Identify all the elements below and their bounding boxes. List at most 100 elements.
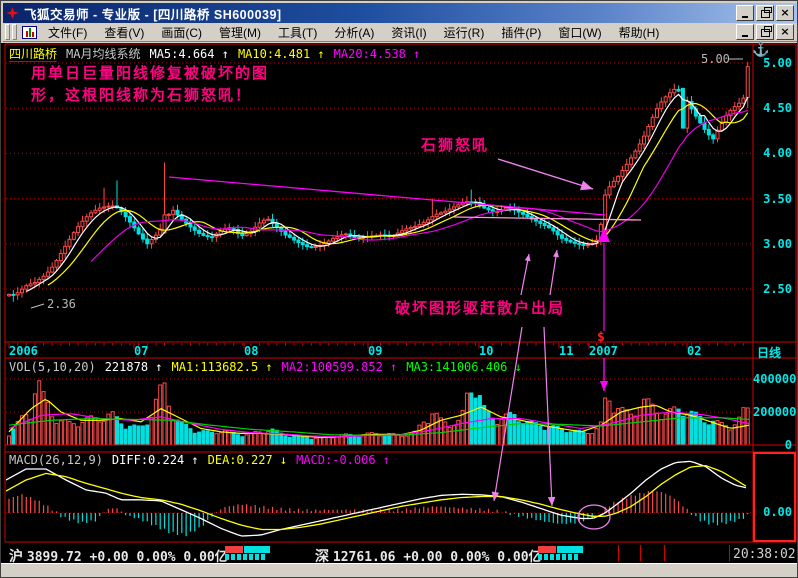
child-close-button[interactable]: × xyxy=(776,24,794,40)
menu-item-4[interactable]: 工具(T) xyxy=(278,25,318,40)
menu-item-8[interactable]: 插件(P) xyxy=(501,25,542,40)
header-segment: DEA:0.227 ↓ xyxy=(207,453,288,467)
menu-item-2[interactable]: 画面(C) xyxy=(161,25,202,40)
volume-tick-label: 200000 xyxy=(753,405,797,419)
price-low-tag: 2.36 xyxy=(47,297,76,311)
time-tick-label: 09 xyxy=(368,344,383,358)
annotation-note-destroy: 破坏图形驱赶散户出局 xyxy=(395,300,566,317)
signal-dollar-mark: $ xyxy=(597,330,605,345)
status-time: 20:38:02 xyxy=(733,547,796,562)
statusbar-separator xyxy=(729,545,730,561)
time-tick-label: 02 xyxy=(687,344,702,358)
time-tick-label: 07 xyxy=(134,344,149,358)
price-high-tag: 5.00 xyxy=(701,52,730,66)
price-pane-header: 四川路桥 MA月均线系统 MA5:4.664 ↑ MA10:4.481 ↑ MA20:4… xyxy=(9,45,429,62)
restore-button[interactable] xyxy=(756,5,774,21)
destroy-arrow-up-2 xyxy=(549,249,558,296)
toolbar-grip[interactable] xyxy=(5,24,10,40)
statusbar-separator xyxy=(618,545,619,561)
volume-tick-label: 0 xyxy=(784,438,792,452)
price-tick-label: 3.50 xyxy=(763,191,792,206)
signal-up-triangle xyxy=(598,228,610,242)
app-logo-icon xyxy=(6,7,19,19)
document-chart-icon xyxy=(22,25,37,39)
menu-item-1[interactable]: 查看(V) xyxy=(104,25,145,40)
volume-layer xyxy=(7,380,750,445)
header-segment: MA1:113682.5 ↑ xyxy=(171,360,273,374)
pane-borders xyxy=(4,43,797,543)
header-segment: MA月均线系统 xyxy=(66,47,141,61)
close-button[interactable]: × xyxy=(776,5,794,21)
market-heat-widget xyxy=(538,546,584,561)
menu-bar: 文件(F) 查看(V) 画面(C) 管理(M) 工具(T) 分析(A) 资讯(I) 运行(R)… xyxy=(3,23,797,42)
downtrend-line xyxy=(168,176,606,216)
status-bar: 沪 3899.72 +0.00 0.00% 0.00亿 深 12761.06 +0… xyxy=(3,544,797,565)
header-segment: DIFF:0.224 ↑ xyxy=(111,453,199,467)
market-heat-widget xyxy=(225,546,271,561)
menu-item-7[interactable]: 运行(R) xyxy=(443,25,485,40)
header-segment: 221878 ↑ xyxy=(104,360,163,374)
header-segment: VOL(5,10,20) xyxy=(9,360,96,374)
title-bar: 飞狐交易师 - 专业版 - [四川路桥 SH600039] × xyxy=(3,3,797,23)
lowtag-pointer xyxy=(30,303,45,309)
menu-item-10[interactable]: 帮助(H) xyxy=(618,25,660,40)
time-tick-label: 08 xyxy=(244,344,259,358)
roar-arrow xyxy=(497,158,594,190)
price-tick-label: 4.00 xyxy=(763,146,792,161)
anchor-icon[interactable]: ⚓ xyxy=(752,41,770,57)
price-tick-label: 4.50 xyxy=(763,101,792,116)
destroy-arrow-down-2 xyxy=(543,326,553,507)
volume-tick-label: 400000 xyxy=(753,372,797,386)
header-segment: MACD:-0.006 ↑ xyxy=(296,453,391,467)
header-segment: 四川路桥 xyxy=(9,47,58,62)
restore-icon xyxy=(760,26,772,37)
header-segment: MACD(26,12,9) xyxy=(9,453,103,467)
candlestick-layer xyxy=(7,62,750,302)
menu-item-5[interactable]: 分析(A) xyxy=(334,25,375,40)
minimize-button[interactable] xyxy=(736,5,754,21)
time-tick-label: 2006 xyxy=(9,344,38,358)
price-tick-label: 3.00 xyxy=(763,236,792,251)
annotation-note-roar: 石狮怒吼 xyxy=(421,137,490,154)
header-segment: MA20:4.538 ↑ xyxy=(333,47,421,61)
macd-axis-selected-box xyxy=(753,452,796,542)
macd-pane-header: MACD(26,12,9) DIFF:0.224 ↑ DEA:0.227 ↓ MACD… xyxy=(9,453,399,467)
chart-client-area: 四川路桥 MA月均线系统 MA5:4.664 ↑ MA10:4.481 ↑ MA20:4… xyxy=(1,41,798,565)
annotation-note-main: 用单日巨量阳线修复被破坏的图 形，这根阳线称为石狮怒吼！ xyxy=(31,65,270,104)
time-tick-label: 10 xyxy=(479,344,494,358)
chart-canvas[interactable] xyxy=(1,43,798,563)
period-label: 日线 xyxy=(757,346,782,360)
status-market-shanghai: 沪 3899.72 +0.00 0.00% 0.00亿 xyxy=(9,548,228,565)
header-segment: MA2:100599.852 ↑ xyxy=(281,360,398,374)
window-title: 飞狐交易师 - 专业版 - [四川路桥 SH600039] xyxy=(24,7,282,22)
window-bottom-edge xyxy=(1,563,797,577)
neck-line xyxy=(452,216,642,221)
child-minimize-button[interactable] xyxy=(736,24,754,40)
volume-pane-header: VOL(5,10,20) 221878 ↑ MA1:113682.5 ↑ MA2:10… xyxy=(9,360,531,374)
statusbar-separator xyxy=(664,545,665,561)
status-market-shenzhen: 深 12761.06 +0.00 0.00% 0.00亿 xyxy=(315,548,542,565)
header-segment: MA3:141006.406 ↓ xyxy=(406,360,522,374)
toolbar-grip[interactable] xyxy=(12,24,17,40)
minimize-icon xyxy=(742,15,748,18)
minimize-icon xyxy=(742,34,748,37)
header-segment: MA5:4.664 ↑ xyxy=(149,47,229,61)
header-segment: MA10:4.481 ↑ xyxy=(237,47,325,61)
macd-axis-zero-label: 0.00 xyxy=(763,505,792,519)
menu-item-3[interactable]: 管理(M) xyxy=(219,25,261,40)
macd-cross-circle xyxy=(577,504,611,530)
time-tick-label: 2007 xyxy=(589,344,618,358)
menu-item-9[interactable]: 窗口(W) xyxy=(558,25,602,40)
statusbar-separator xyxy=(640,545,641,561)
menu-item-6[interactable]: 资讯(I) xyxy=(391,25,427,40)
price-tick-label: 5.00 xyxy=(763,56,792,70)
time-tick-label: 11 xyxy=(559,344,574,358)
menu-item-list: 文件(F) 查看(V) 画面(C) 管理(M) 工具(T) 分析(A) 资讯(I) 运行(R)… xyxy=(43,23,664,42)
menu-item-0[interactable]: 文件(F) xyxy=(48,25,88,40)
price-tick-label: 2.50 xyxy=(763,282,792,296)
destroy-arrow-down-1 xyxy=(493,326,523,502)
child-restore-button[interactable] xyxy=(756,24,774,40)
macd-layer xyxy=(6,460,749,537)
annotation-layer xyxy=(30,58,743,530)
